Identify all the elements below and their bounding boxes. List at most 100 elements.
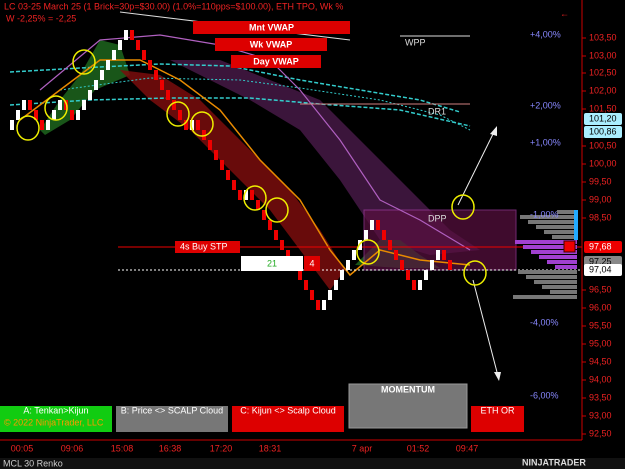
down-brick: [220, 160, 224, 170]
percent-label: +4,00%: [530, 29, 561, 39]
up-brick: [430, 260, 434, 270]
time-axis-label: 01:52: [407, 443, 430, 453]
price-axis-label: 95,50: [589, 320, 612, 330]
tpo-bar: [518, 270, 577, 274]
down-brick: [268, 220, 272, 230]
down-brick: [304, 280, 308, 290]
percent-label: +1,00%: [530, 137, 561, 147]
price-axis-label: 101,50: [589, 103, 617, 113]
highlight-circle: [166, 101, 190, 127]
down-brick: [412, 280, 416, 290]
toolbar-button[interactable]: [471, 406, 524, 432]
percent-label: -6,00%: [530, 390, 559, 400]
up-brick: [244, 190, 248, 200]
tpo-bar: [544, 230, 577, 234]
down-brick: [130, 30, 134, 40]
price-axis-label: 94,00: [589, 374, 612, 384]
up-brick: [364, 230, 368, 240]
toolbar-button[interactable]: [0, 406, 112, 432]
down-brick: [256, 200, 260, 210]
up-brick: [352, 250, 356, 260]
price-axis-label: 100,50: [589, 140, 617, 150]
tpo-bar: [539, 255, 577, 259]
down-brick: [40, 120, 44, 130]
price-tag-label: 100,86: [589, 126, 617, 136]
up-brick: [16, 110, 20, 120]
price-tag: [584, 113, 622, 125]
toolbar-button[interactable]: [116, 406, 228, 432]
highlight-circle: [190, 111, 214, 137]
highlight-circle: [451, 194, 475, 220]
vwap-label: Day VWAP: [253, 56, 299, 66]
up-brick: [46, 120, 50, 130]
price-tag: [584, 241, 622, 253]
up-brick: [112, 50, 116, 60]
cyan-line-3: [59, 77, 471, 131]
price-axis-label: 103,50: [589, 32, 617, 42]
highlight-circle: [44, 95, 68, 121]
price-axis-label: 103,00: [589, 50, 617, 60]
momentum-title: MOMENTUM: [381, 384, 435, 394]
up-brick: [190, 120, 194, 130]
down-brick: [310, 290, 314, 300]
down-brick: [178, 110, 182, 120]
down-brick: [376, 220, 380, 230]
time-axis-label: 00:05: [11, 443, 34, 453]
price-tag: [584, 264, 622, 276]
tpo-bar: [557, 210, 577, 214]
time-axis-label: 16:38: [159, 443, 182, 453]
down-brick: [400, 260, 404, 270]
vwap-button[interactable]: [231, 55, 321, 68]
down-brick: [70, 110, 74, 120]
up-brick: [334, 280, 338, 290]
order-label-box[interactable]: [175, 241, 240, 253]
down-brick: [286, 250, 290, 260]
close-marker[interactable]: [563, 240, 576, 253]
down-brick: [394, 250, 398, 260]
price-axis-label: 92,50: [589, 428, 612, 438]
momentum-panel: [348, 383, 468, 429]
time-axis-label: 15:08: [111, 443, 134, 453]
price-axis-label: 99,50: [589, 176, 612, 186]
highlight-circle: [72, 49, 96, 75]
toolbar-button[interactable]: [232, 406, 344, 432]
up-brick: [340, 270, 344, 280]
vwap-button[interactable]: [215, 38, 327, 51]
down-brick: [406, 270, 410, 280]
down-brick: [28, 100, 32, 110]
level-label: WPP: [405, 37, 426, 47]
down-brick: [136, 40, 140, 50]
down-brick: [226, 170, 230, 180]
down-brick: [274, 230, 278, 240]
highlight-circle: [463, 260, 487, 286]
up-brick: [106, 60, 110, 70]
price-axis-label: 102,00: [589, 85, 617, 95]
cyan-line: [9, 63, 461, 113]
tpo-bar: [536, 225, 577, 229]
up-brick: [418, 280, 422, 290]
tpo-bar: [526, 275, 577, 279]
down-brick: [448, 260, 452, 270]
percent-label: +2,00%: [530, 100, 561, 110]
up-brick: [328, 290, 332, 300]
down-brick: [262, 210, 266, 220]
tpo-bar: [515, 240, 577, 244]
status-bar: [0, 458, 625, 469]
tpo-bar-cyan: [574, 210, 578, 240]
orange-cloud: [120, 70, 345, 290]
up-brick: [22, 100, 26, 110]
order-count-box[interactable]: [304, 256, 320, 271]
arrow-down: [472, 279, 499, 377]
vwap-button[interactable]: [193, 21, 350, 34]
price-axis-label: 95,00: [589, 338, 612, 348]
up-brick: [124, 30, 128, 40]
order-qty-box[interactable]: [241, 256, 303, 271]
down-brick: [442, 250, 446, 260]
price-tag-label: 101,20: [589, 113, 617, 123]
down-brick: [232, 180, 236, 190]
down-brick: [316, 300, 320, 310]
purple-cloud: [170, 60, 480, 255]
price-axis-label: 98,50: [589, 212, 612, 222]
price-axis-label: 93,50: [589, 392, 612, 402]
